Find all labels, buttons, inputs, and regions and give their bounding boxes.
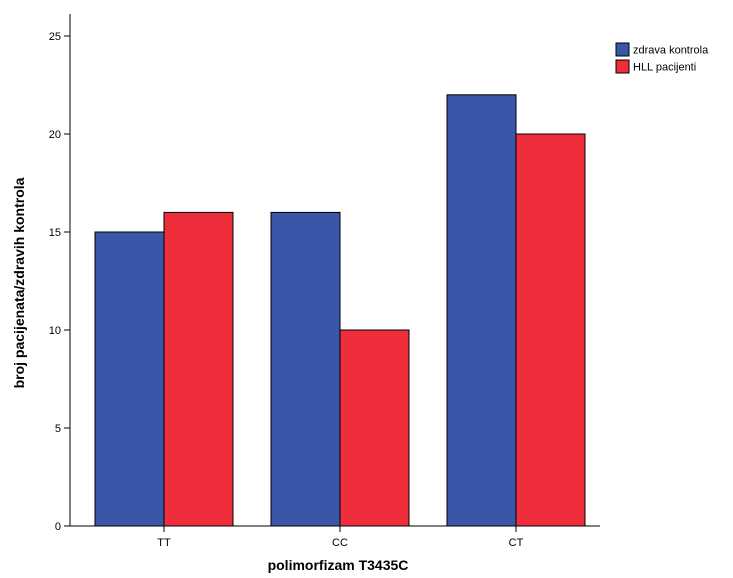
bar xyxy=(163,211,234,527)
legend-swatch xyxy=(615,59,630,74)
bar xyxy=(446,94,517,527)
legend-label: zdrava kontrola xyxy=(633,45,709,57)
bar xyxy=(94,231,165,527)
y-axis: 0 5 10 15 20 25 xyxy=(49,14,71,533)
x-tick-label: TT xyxy=(157,537,171,549)
x-axis: TT CC CT xyxy=(70,525,600,549)
y-axis-title: broj pacijenata/zdravih kontrola xyxy=(11,177,27,388)
x-tick-label: CC xyxy=(332,537,348,549)
y-tick-label: 10 xyxy=(49,325,61,337)
bar xyxy=(339,329,410,527)
bar xyxy=(270,211,341,527)
x-axis-title: polimorfizam T3435C xyxy=(268,557,409,573)
y-tick-label: 0 xyxy=(55,521,61,533)
legend: zdrava kontrola HLL pacijenti xyxy=(615,42,709,74)
bars xyxy=(94,94,586,527)
y-tick-label: 25 xyxy=(49,31,61,43)
y-tick-label: 15 xyxy=(49,227,61,239)
legend-label: HLL pacijenti xyxy=(633,62,696,74)
x-tick-label: CT xyxy=(509,537,524,549)
legend-swatch xyxy=(615,42,630,57)
y-tick-label: 20 xyxy=(49,129,61,141)
bar xyxy=(515,133,586,527)
y-tick-label: 5 xyxy=(55,423,61,435)
